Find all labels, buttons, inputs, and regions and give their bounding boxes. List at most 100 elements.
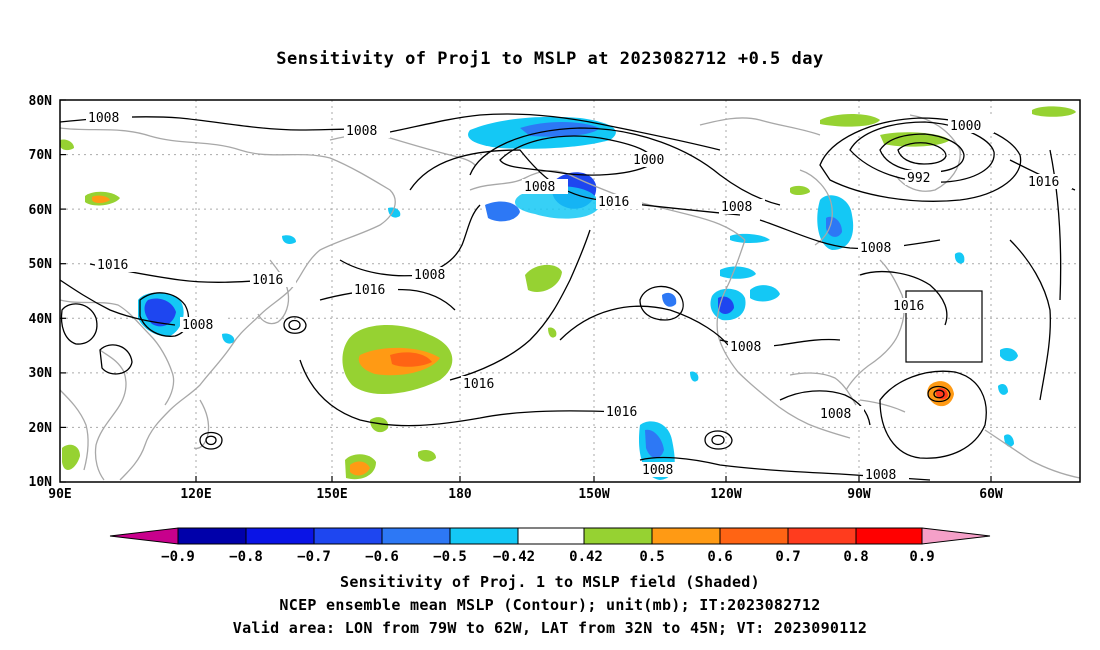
lat-label-40n: 40N	[29, 312, 53, 327]
coast-asia-2	[59, 299, 175, 406]
colorbar-segment	[855, 527, 923, 545]
shade-negative-gulf	[485, 201, 520, 222]
contour-label: 1016	[606, 405, 637, 420]
coastlines	[59, 114, 1081, 481]
contour-label: 1008	[860, 241, 891, 256]
colorbar-label: −0.7	[297, 549, 331, 565]
colorbar-segment	[651, 527, 721, 545]
contour-label: 1008	[414, 268, 445, 283]
contour-low-japan-1	[283, 316, 307, 334]
contour-1016-subtropic	[449, 229, 591, 381]
caption-contour: NCEP ensemble mean MSLP (Contour); unit(…	[279, 596, 821, 614]
colorbar-end-low	[109, 527, 179, 545]
contour-east-outer	[1049, 149, 1062, 301]
latitude-labels: 80N 70N 60N 50N 40N 30N 20N 10N	[29, 94, 53, 490]
lat-label-70n: 70N	[29, 148, 53, 163]
contour-label: 1016	[97, 258, 128, 273]
contour-asia-low	[60, 303, 98, 345]
shade-positive-date	[418, 450, 436, 462]
contour-hurricane-ring-2	[933, 389, 945, 399]
contour-1016-high-south	[299, 359, 621, 427]
coast-hudson	[799, 169, 833, 246]
contour-low-tropic-2	[711, 434, 725, 446]
shade-positive-greenland	[820, 114, 880, 127]
shade-negative-bc	[720, 266, 756, 279]
contour-label: 1016	[893, 299, 924, 314]
coast-china	[94, 349, 127, 481]
contour-1008-canada	[759, 219, 941, 250]
contour-asia-low-2	[99, 344, 133, 375]
contour-label-group: 1008 1008 1000 1008 1008 1016 1016 1008 …	[86, 110, 1072, 483]
contour-label: 1008	[88, 111, 119, 126]
shade-negative-atl-1	[1000, 348, 1018, 362]
coast-na-west	[716, 239, 851, 439]
contour-label: 1000	[633, 153, 664, 168]
map-frame	[59, 99, 1081, 483]
shade-positive-hurricane-core	[936, 388, 948, 400]
shade-negative-atl-4	[954, 252, 965, 264]
shade-positive-wpac-small	[370, 417, 389, 433]
contour-1008-w	[59, 279, 176, 326]
shade-positive-gulf-ak	[790, 185, 810, 195]
shade-negative-japan-core	[144, 298, 176, 327]
lon-label-90e: 90E	[48, 487, 71, 502]
map-title: Sensitivity of Proj1 to MSLP at 20230827…	[276, 49, 824, 69]
contour-low-sea-2	[205, 435, 217, 446]
shade-negative-bering-outer	[515, 186, 600, 219]
contour-low-sea	[199, 431, 223, 450]
contour-1000-greenland	[849, 121, 995, 183]
lon-label-60w: 60W	[979, 487, 1003, 502]
contour-label: 1008	[182, 318, 213, 333]
contour-label: 1016	[1028, 175, 1059, 190]
lon-label-120w: 120W	[710, 487, 741, 502]
colorbar-segment	[177, 527, 247, 545]
contour-label: 992	[907, 171, 930, 186]
caption-valid-area: Valid area: LON from 79W to 62W, LAT fro…	[232, 619, 868, 637]
colorbar-segment	[245, 527, 315, 545]
colorbar-segment	[517, 527, 585, 545]
coast-philippines	[193, 399, 210, 450]
lon-label-120e: 120E	[180, 487, 211, 502]
colorbar-segment	[449, 527, 519, 545]
coast-asia	[59, 127, 396, 481]
contour-1008-south	[779, 390, 871, 426]
colorbar-label: −0.5	[433, 549, 467, 565]
colorbar-label: 0.6	[707, 549, 732, 565]
lon-label-150w: 150W	[578, 487, 609, 502]
colorbar-labels: −0.9 −0.8 −0.7 −0.6 −0.5 −0.42 0.42 0.5 …	[161, 549, 935, 565]
contour-label: 1008	[730, 340, 761, 355]
lat-label-60n: 60N	[29, 203, 53, 218]
contour-984-greenland	[897, 142, 947, 165]
colorbar-label: −0.6	[365, 549, 399, 565]
contour-label: 1008	[524, 180, 555, 195]
contour-label: 1008	[642, 463, 673, 478]
shade-negative-asia-3	[222, 333, 235, 344]
shade-negative-cpac-south-core	[645, 429, 664, 459]
contour-1008-arc	[389, 113, 721, 151]
lat-label-30n: 30N	[29, 366, 53, 381]
lon-label-90w: 90W	[847, 487, 871, 502]
shade-positive-arctic-west	[60, 139, 74, 151]
contour-1016-hurricane-outer	[879, 370, 987, 459]
valid-area-box	[905, 290, 983, 363]
contour-1008-greenland-ring	[819, 117, 1022, 202]
shade-negative-asia-2	[282, 235, 296, 244]
colorbar	[109, 527, 991, 545]
contour-1008-aleutian	[469, 127, 781, 206]
contour-low-pac	[639, 285, 684, 321]
shade-positive-cp-3	[548, 327, 557, 338]
caption-shaded: Sensitivity of Proj. 1 to MSLP field (Sh…	[340, 573, 760, 591]
coast-greenland	[895, 114, 961, 192]
shade-negative-westus-2	[750, 285, 780, 302]
shade-positive-india	[62, 444, 80, 470]
colorbar-label: 0.9	[909, 549, 934, 565]
colorbar-label: 0.8	[843, 549, 868, 565]
lat-label-80n: 80N	[29, 94, 53, 109]
lat-label-10n: 10N	[29, 475, 53, 490]
shade-negative-westus-3	[662, 292, 677, 307]
coast-na-east	[845, 259, 905, 391]
colorbar-label: −0.9	[161, 549, 195, 565]
colorbar-segment	[583, 527, 653, 545]
lon-label-180: 180	[448, 487, 472, 502]
colorbar-segment	[313, 527, 383, 545]
